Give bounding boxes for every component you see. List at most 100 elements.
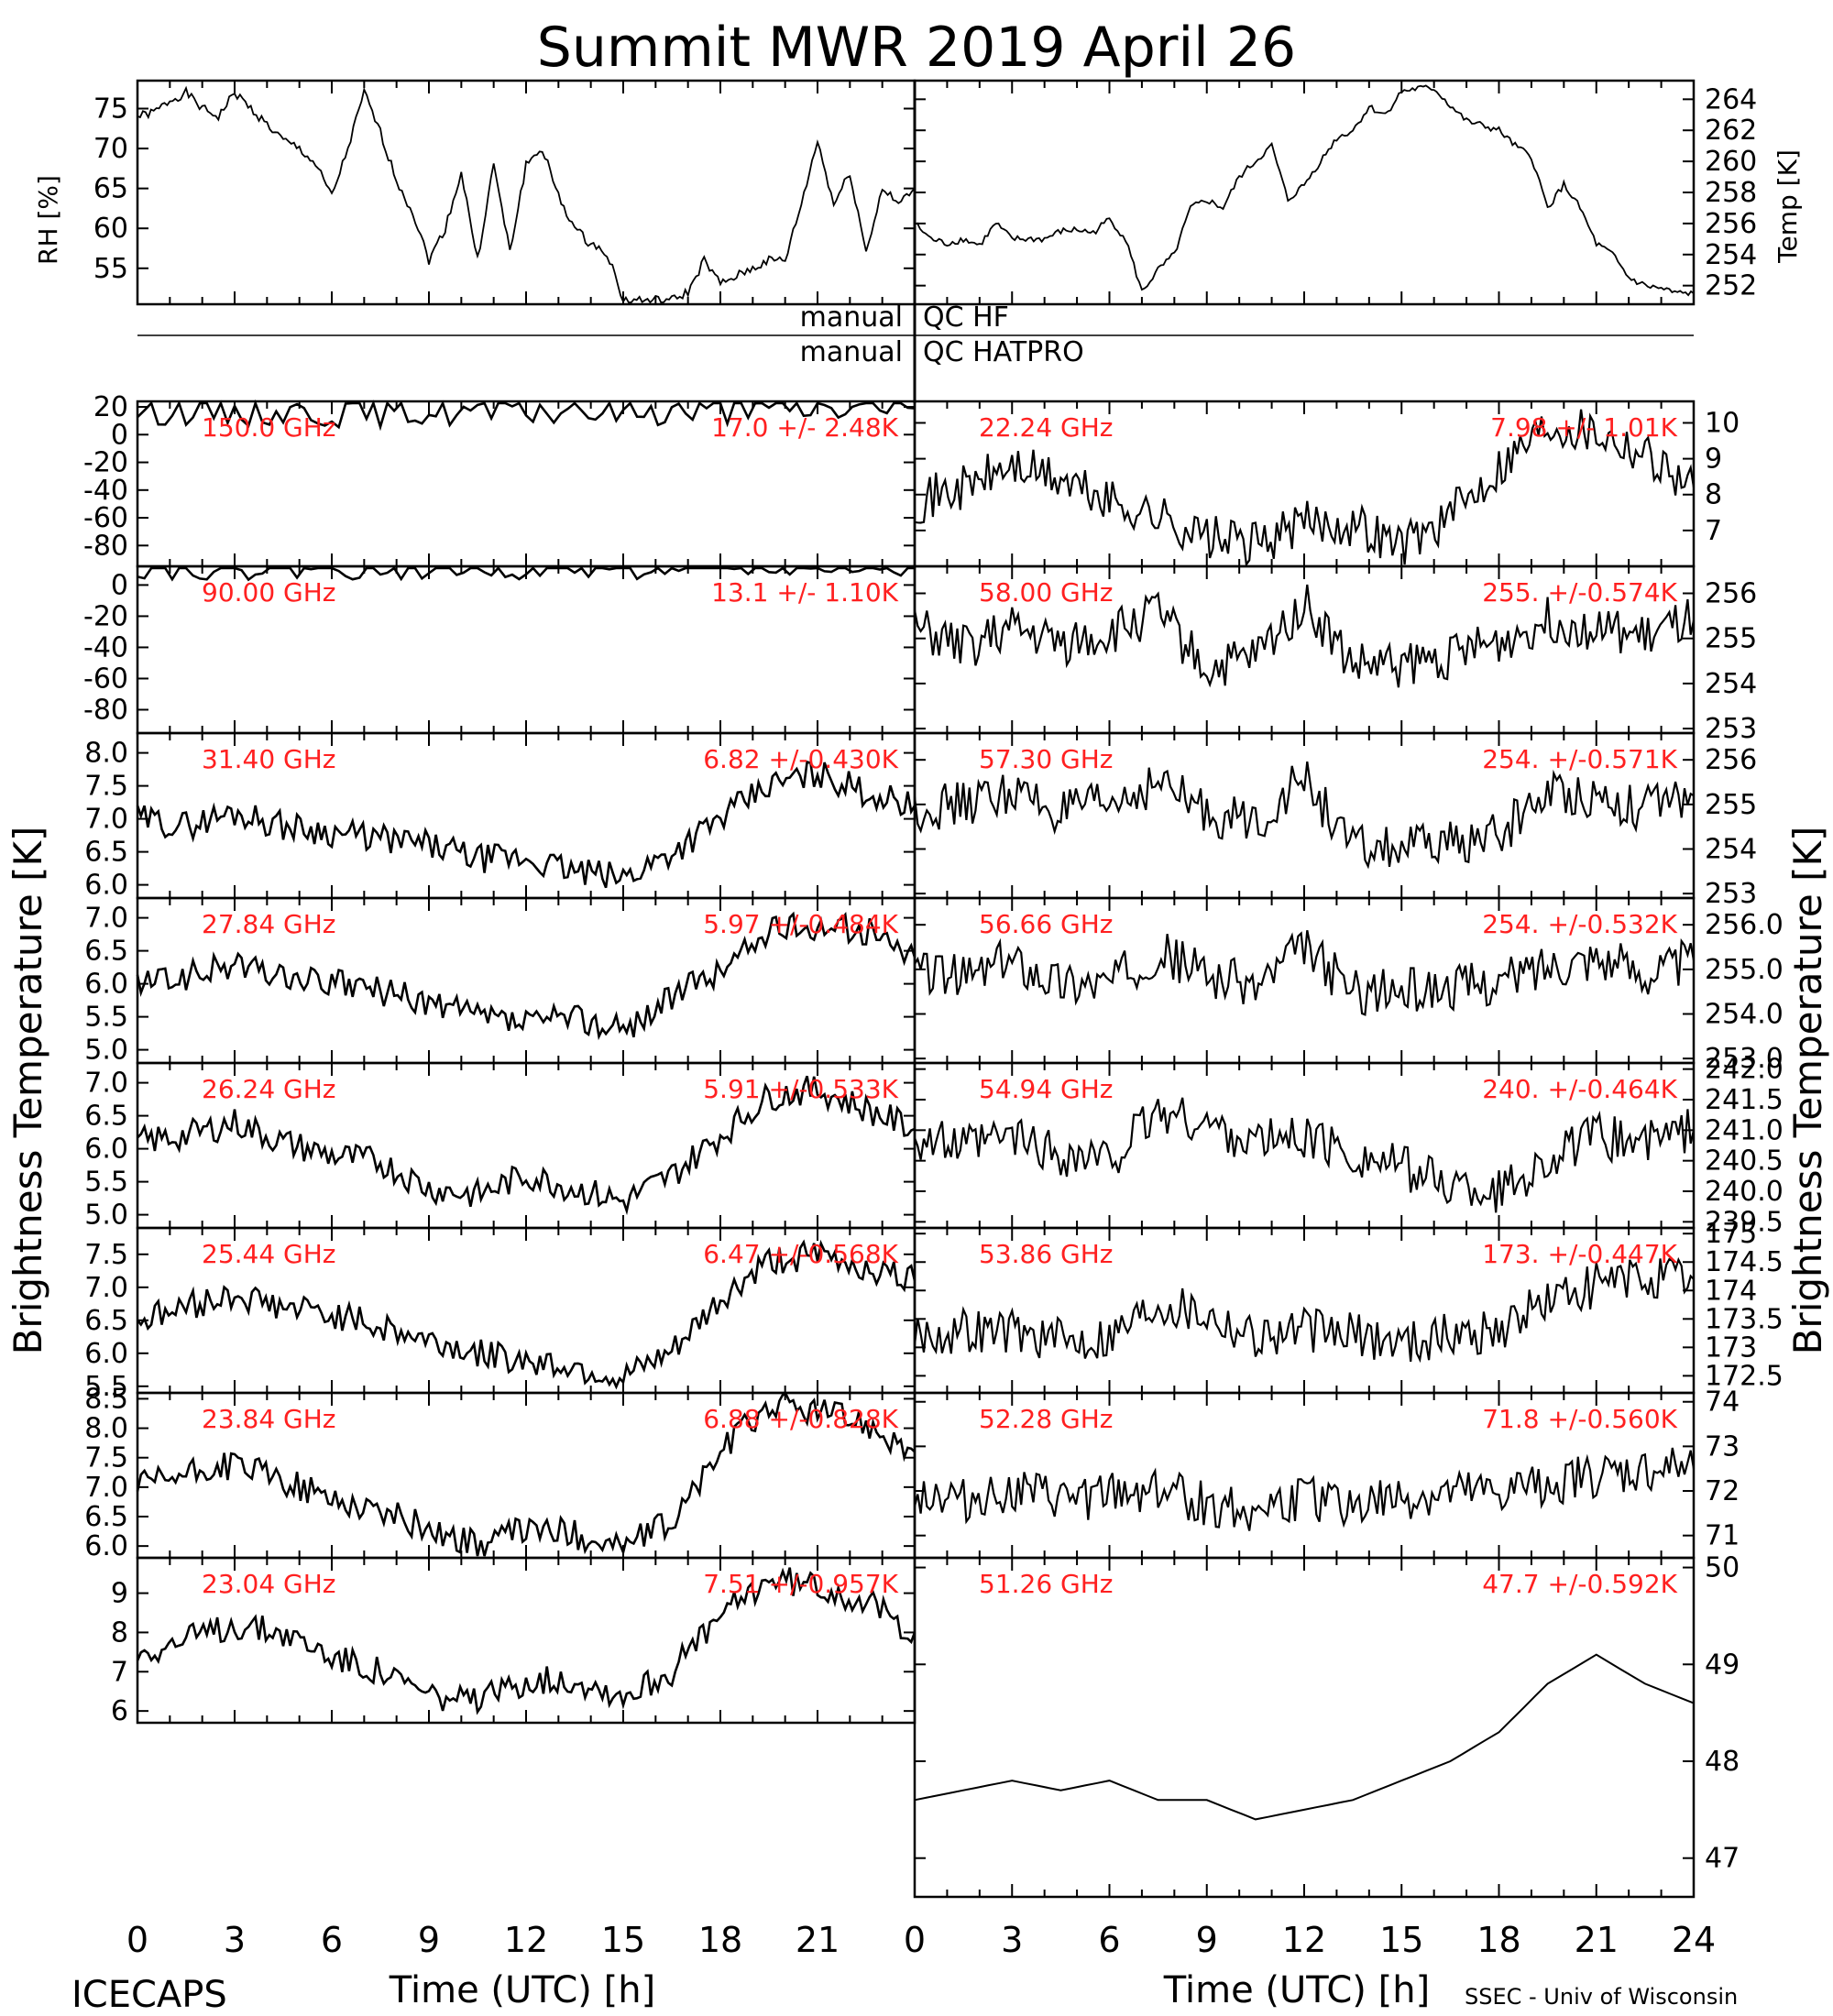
bt2544-ytick-label: 6.0 <box>84 1338 128 1370</box>
bt2384-series-line <box>136 1393 916 1557</box>
bt2624-ytick-label: 6.5 <box>84 1101 128 1133</box>
rh-ytick-label: 55 <box>93 253 128 285</box>
bt5386-series-line <box>913 1256 1695 1364</box>
bt2624-ytick-label: 7.0 <box>84 1068 128 1100</box>
bt3140-ytick-label: 6.5 <box>84 837 128 869</box>
bt5228-ytick-label: 71 <box>1705 1520 1740 1552</box>
bt5228-series-line <box>913 1447 1696 1531</box>
qc-band: manual QC HF manual QC HATPRO <box>800 301 1084 368</box>
rh-ytick-label: 75 <box>93 93 128 126</box>
bt2784-freq-label: 27.84 GHz <box>202 909 336 939</box>
footer-left: ICECAPS <box>71 1974 227 2016</box>
bt5800-ytick-label: 253 <box>1705 713 1757 745</box>
bt5800-ytick-label: 254 <box>1705 668 1757 700</box>
bt5126-ytick-label: 48 <box>1705 1746 1740 1778</box>
bt5228-ytick-label: 74 <box>1705 1386 1740 1419</box>
right-xtick-label: 18 <box>1476 1920 1520 1960</box>
bt90-series-line <box>137 566 915 582</box>
bt2784-ytick-label: 5.5 <box>84 1002 128 1034</box>
bt90-ytick-label: -60 <box>83 663 128 695</box>
bt5126-series-line <box>914 1653 1695 1821</box>
bt2784-stat-label: 5.97 +/-0.484K <box>703 909 898 939</box>
bt2784-ytick-label: 6.0 <box>84 969 128 1001</box>
left-xtick-label: 15 <box>601 1920 645 1960</box>
right-xtick-label: 21 <box>1575 1920 1619 1960</box>
bt5666-ytick-label: 254.0 <box>1705 998 1784 1030</box>
bt2224-freq-label: 22.24 GHz <box>979 412 1114 443</box>
temp-series-line <box>914 84 1695 297</box>
bt2544-freq-label: 25.44 GHz <box>202 1239 336 1269</box>
qc-row2-left: manual <box>800 336 903 368</box>
temp-ytick-label: 258 <box>1705 177 1757 209</box>
panels: 5560657075252254256258260262264200-20-40… <box>83 79 1784 1960</box>
rh-series-line <box>137 85 916 304</box>
bt5800-series-line <box>913 584 1696 688</box>
bt3140-stat-label: 6.82 +/-0.430K <box>703 744 898 774</box>
bt2304-stat-label: 7.51 +/-0.957K <box>703 1569 898 1599</box>
right-xtick-label: 6 <box>1098 1920 1120 1960</box>
right-xtick-label: 15 <box>1379 1920 1423 1960</box>
bt2224-ytick-label: 9 <box>1705 444 1722 476</box>
bt2544-ytick-label: 5.5 <box>84 1371 128 1403</box>
bt5494-stat-label: 240. +/-0.464K <box>1482 1074 1677 1104</box>
bt2384-ytick-label: 8.5 <box>84 1383 128 1415</box>
bt2304-ytick-label: 7 <box>111 1656 128 1688</box>
left-xtick-label: 0 <box>126 1920 148 1960</box>
bt5494-ytick-label: 240.5 <box>1705 1145 1784 1178</box>
bt2384-ytick-label: 8.0 <box>84 1413 128 1445</box>
temp-ytick-label: 262 <box>1705 115 1757 147</box>
bt5666-ytick-label: 253.0 <box>1705 1043 1784 1075</box>
bt2624-freq-label: 26.24 GHz <box>202 1074 336 1104</box>
right-xtick-label: 9 <box>1196 1920 1218 1960</box>
bt5228-freq-label: 52.28 GHz <box>979 1404 1114 1434</box>
bt2224-ytick-label: 10 <box>1705 407 1740 439</box>
bt5126-ytick-label: 50 <box>1705 1552 1740 1584</box>
bt5386-ytick-label: 174.5 <box>1705 1246 1784 1278</box>
bt3140-ytick-label: 7.0 <box>84 804 128 836</box>
temp-y-axis-label: Temp [K] <box>1773 149 1803 264</box>
left-xtick-label: 12 <box>504 1920 548 1960</box>
bt5666-ytick-label: 255.0 <box>1705 954 1784 986</box>
bt150-ytick-label: -60 <box>83 502 128 534</box>
bt3140-ytick-label: 8.0 <box>84 738 128 770</box>
bt5386-ytick-label: 173.5 <box>1705 1303 1784 1335</box>
bt2224-ytick-label: 7 <box>1705 515 1722 547</box>
bt2224-stat-label: 7.98 +/- 1.01K <box>1490 412 1677 443</box>
bt5228-stat-label: 71.8 +/-0.560K <box>1482 1404 1677 1434</box>
left-xtick-label: 3 <box>224 1920 246 1960</box>
qc-row2-right: QC HATPRO <box>923 336 1084 368</box>
bt3140-freq-label: 31.40 GHz <box>202 744 336 774</box>
bt5126-frame <box>913 1556 1696 1899</box>
left-xtick-label: 6 <box>321 1920 343 1960</box>
bt5228-ytick-label: 72 <box>1705 1475 1740 1507</box>
temp-ytick-label: 254 <box>1705 239 1757 271</box>
bt90-ytick-label: 0 <box>111 569 128 601</box>
bt5386-ytick-label: 172.5 <box>1705 1360 1784 1392</box>
footer-right: SSEC - Univ of Wisconsin <box>1465 1984 1738 2010</box>
bt90-ytick-label: -20 <box>83 600 128 632</box>
bt2384-freq-label: 23.84 GHz <box>202 1404 336 1434</box>
right-xtick-label: 24 <box>1672 1920 1716 1960</box>
qc-row1-right: QC HF <box>923 301 1009 334</box>
bt5666-freq-label: 56.66 GHz <box>979 909 1114 939</box>
bt5126-ytick-label: 47 <box>1705 1843 1740 1875</box>
bt2304-ytick-label: 6 <box>111 1695 128 1727</box>
bt150-ytick-label: -80 <box>83 530 128 562</box>
right-xtick-label: 3 <box>1001 1920 1023 1960</box>
bt5228-ytick-label: 73 <box>1705 1430 1740 1463</box>
bt5730-ytick-label: 254 <box>1705 833 1757 865</box>
bt5126-stat-label: 47.7 +/-0.592K <box>1482 1569 1677 1599</box>
temp-ytick-label: 252 <box>1705 270 1757 302</box>
bt90-freq-label: 90.00 GHz <box>202 577 336 608</box>
temp-ytick-label: 256 <box>1705 208 1757 240</box>
bt5730-ytick-label: 253 <box>1705 878 1757 910</box>
bt2304-ytick-label: 9 <box>111 1578 128 1610</box>
bt2304-freq-label: 23.04 GHz <box>202 1569 336 1599</box>
bt5494-ytick-label: 241.5 <box>1705 1084 1784 1116</box>
bt2304-series-line <box>136 1567 916 1715</box>
bt2224-ytick-label: 8 <box>1705 479 1722 511</box>
bt5126-ytick-label: 49 <box>1705 1649 1740 1681</box>
bt5494-freq-label: 54.94 GHz <box>979 1074 1114 1104</box>
bt2784-ytick-label: 5.0 <box>84 1035 128 1067</box>
